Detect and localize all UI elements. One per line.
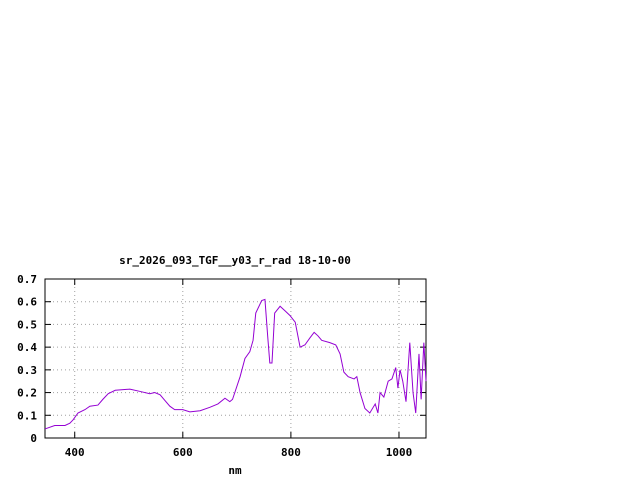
x-tick-label: 400 (65, 446, 85, 459)
x-tick-label: 1000 (386, 446, 413, 459)
y-tick-label: 0.1 (17, 409, 37, 422)
x-tick-label: 600 (173, 446, 193, 459)
x-axis-label: nm (228, 464, 242, 477)
x-tick-label: 800 (281, 446, 301, 459)
plot-frame (44, 278, 427, 439)
y-tick-label: 0.7 (17, 273, 37, 286)
data-line (44, 298, 427, 430)
y-tick-label: 0 (30, 432, 37, 445)
y-tick-label: 0.6 (17, 296, 37, 309)
y-tick-label: 0.2 (17, 387, 37, 400)
y-tick-label: 0.5 (17, 318, 37, 331)
y-tick-label: 0.3 (17, 364, 37, 377)
y-tick-label: 0.4 (17, 341, 37, 354)
chart-title: sr_2026_093_TGF__y03_r_rad 18-10-00 (119, 254, 351, 267)
